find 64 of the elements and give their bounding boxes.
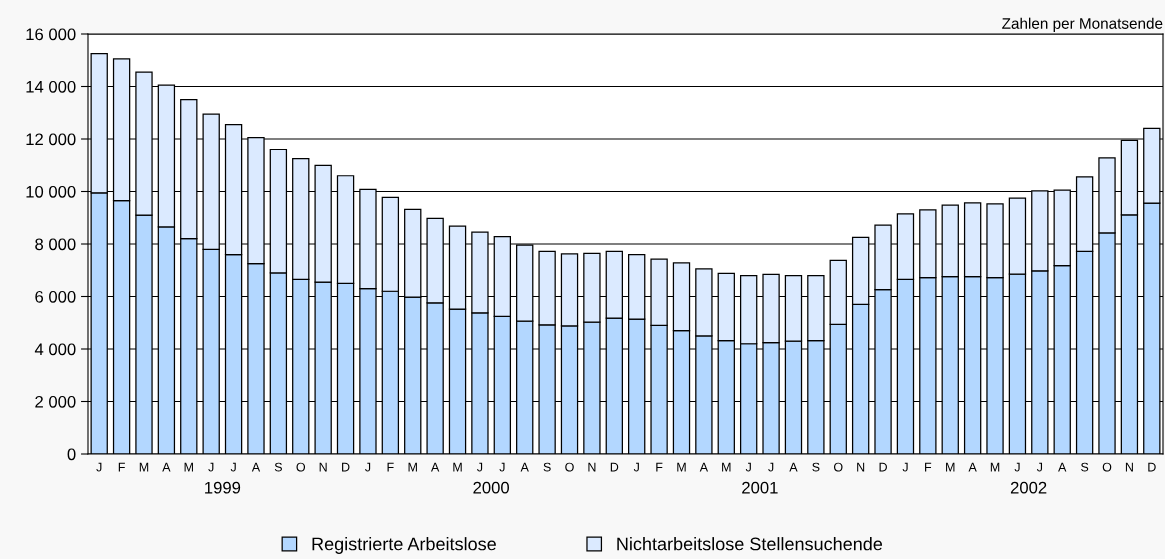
- x-tick-label: O: [833, 462, 843, 472]
- x-tick-label: S: [812, 462, 820, 472]
- y-tick-label: 8 000: [35, 238, 76, 251]
- x-tick-label: O: [565, 462, 574, 472]
- x-tick-label: J: [230, 462, 236, 472]
- x-tick-label: A: [1058, 462, 1067, 472]
- x-tick-label: A: [520, 462, 529, 472]
- x-tick-label: M: [677, 462, 686, 472]
- x-tick-label: M: [453, 462, 462, 472]
- x-tick-label: M: [722, 462, 731, 472]
- text: 2000: [473, 481, 510, 494]
- x-tick-label: J: [1036, 462, 1043, 472]
- x-tick-label: J: [768, 462, 774, 472]
- x-tick-label: A: [251, 462, 261, 472]
- x-tick-label: J: [96, 462, 102, 472]
- x-tick-label: J: [208, 462, 214, 472]
- legend-label: Nichtarbeitslose Stellensuchende: [617, 537, 883, 551]
- x-tick-label: F: [387, 462, 394, 472]
- x-tick-label: A: [162, 462, 171, 472]
- x-tick-label: M: [408, 462, 417, 472]
- y-tick-label: 6 000: [35, 290, 76, 303]
- x-tick-label: J: [477, 462, 483, 472]
- x-tick-label: J: [745, 462, 751, 472]
- y-tick-label: 12 000: [26, 133, 76, 146]
- x-tick-label: M: [990, 462, 1000, 472]
- x-tick-label: J: [499, 462, 505, 472]
- x-tick-label: F: [118, 462, 125, 472]
- x-tick-label: D: [879, 462, 887, 472]
- y-tick-label: 0: [67, 448, 76, 461]
- legend-label: Registrierte Arbeitslose: [312, 537, 496, 554]
- x-tick-label: O: [1102, 462, 1112, 472]
- x-tick-label: J: [902, 462, 908, 472]
- x-tick-label: M: [184, 462, 193, 472]
- x-tick-label: A: [789, 462, 798, 472]
- text: 1999: [205, 481, 241, 494]
- x-tick-label: S: [1081, 462, 1089, 472]
- text: 2001: [742, 481, 778, 494]
- x-tick-label: F: [925, 462, 932, 472]
- y-tick-label: 14 000: [26, 80, 76, 93]
- x-tick-label: S: [543, 462, 551, 472]
- x-tick-label: M: [139, 462, 149, 472]
- x-tick-label: D: [1148, 462, 1156, 472]
- x-tick-label: N: [319, 462, 327, 472]
- text: Zahlen per Monatsende: [1002, 17, 1163, 32]
- x-tick-label: N: [857, 462, 865, 472]
- x-tick-label: A: [968, 462, 977, 472]
- x-tick-label: D: [342, 462, 350, 472]
- x-tick-label: N: [588, 462, 596, 472]
- x-tick-label: O: [296, 462, 306, 472]
- y-tick-label: 10 000: [26, 185, 76, 198]
- x-tick-label: M: [946, 462, 955, 472]
- y-tick-label: 2 000: [35, 395, 76, 408]
- y-tick-label: 16 000: [26, 28, 76, 41]
- x-tick-label: N: [1125, 462, 1133, 472]
- x-tick-label: A: [430, 462, 440, 472]
- x-tick-label: A: [699, 462, 709, 472]
- text: 2002: [1010, 481, 1047, 494]
- x-tick-label: S: [274, 462, 282, 472]
- y-tick-label: 4 000: [34, 343, 76, 356]
- x-tick-label: J: [365, 462, 371, 472]
- x-tick-label: J: [1014, 462, 1020, 472]
- x-tick-label: F: [656, 462, 663, 472]
- x-tick-label: D: [610, 462, 619, 472]
- x-tick-label: J: [633, 462, 639, 472]
